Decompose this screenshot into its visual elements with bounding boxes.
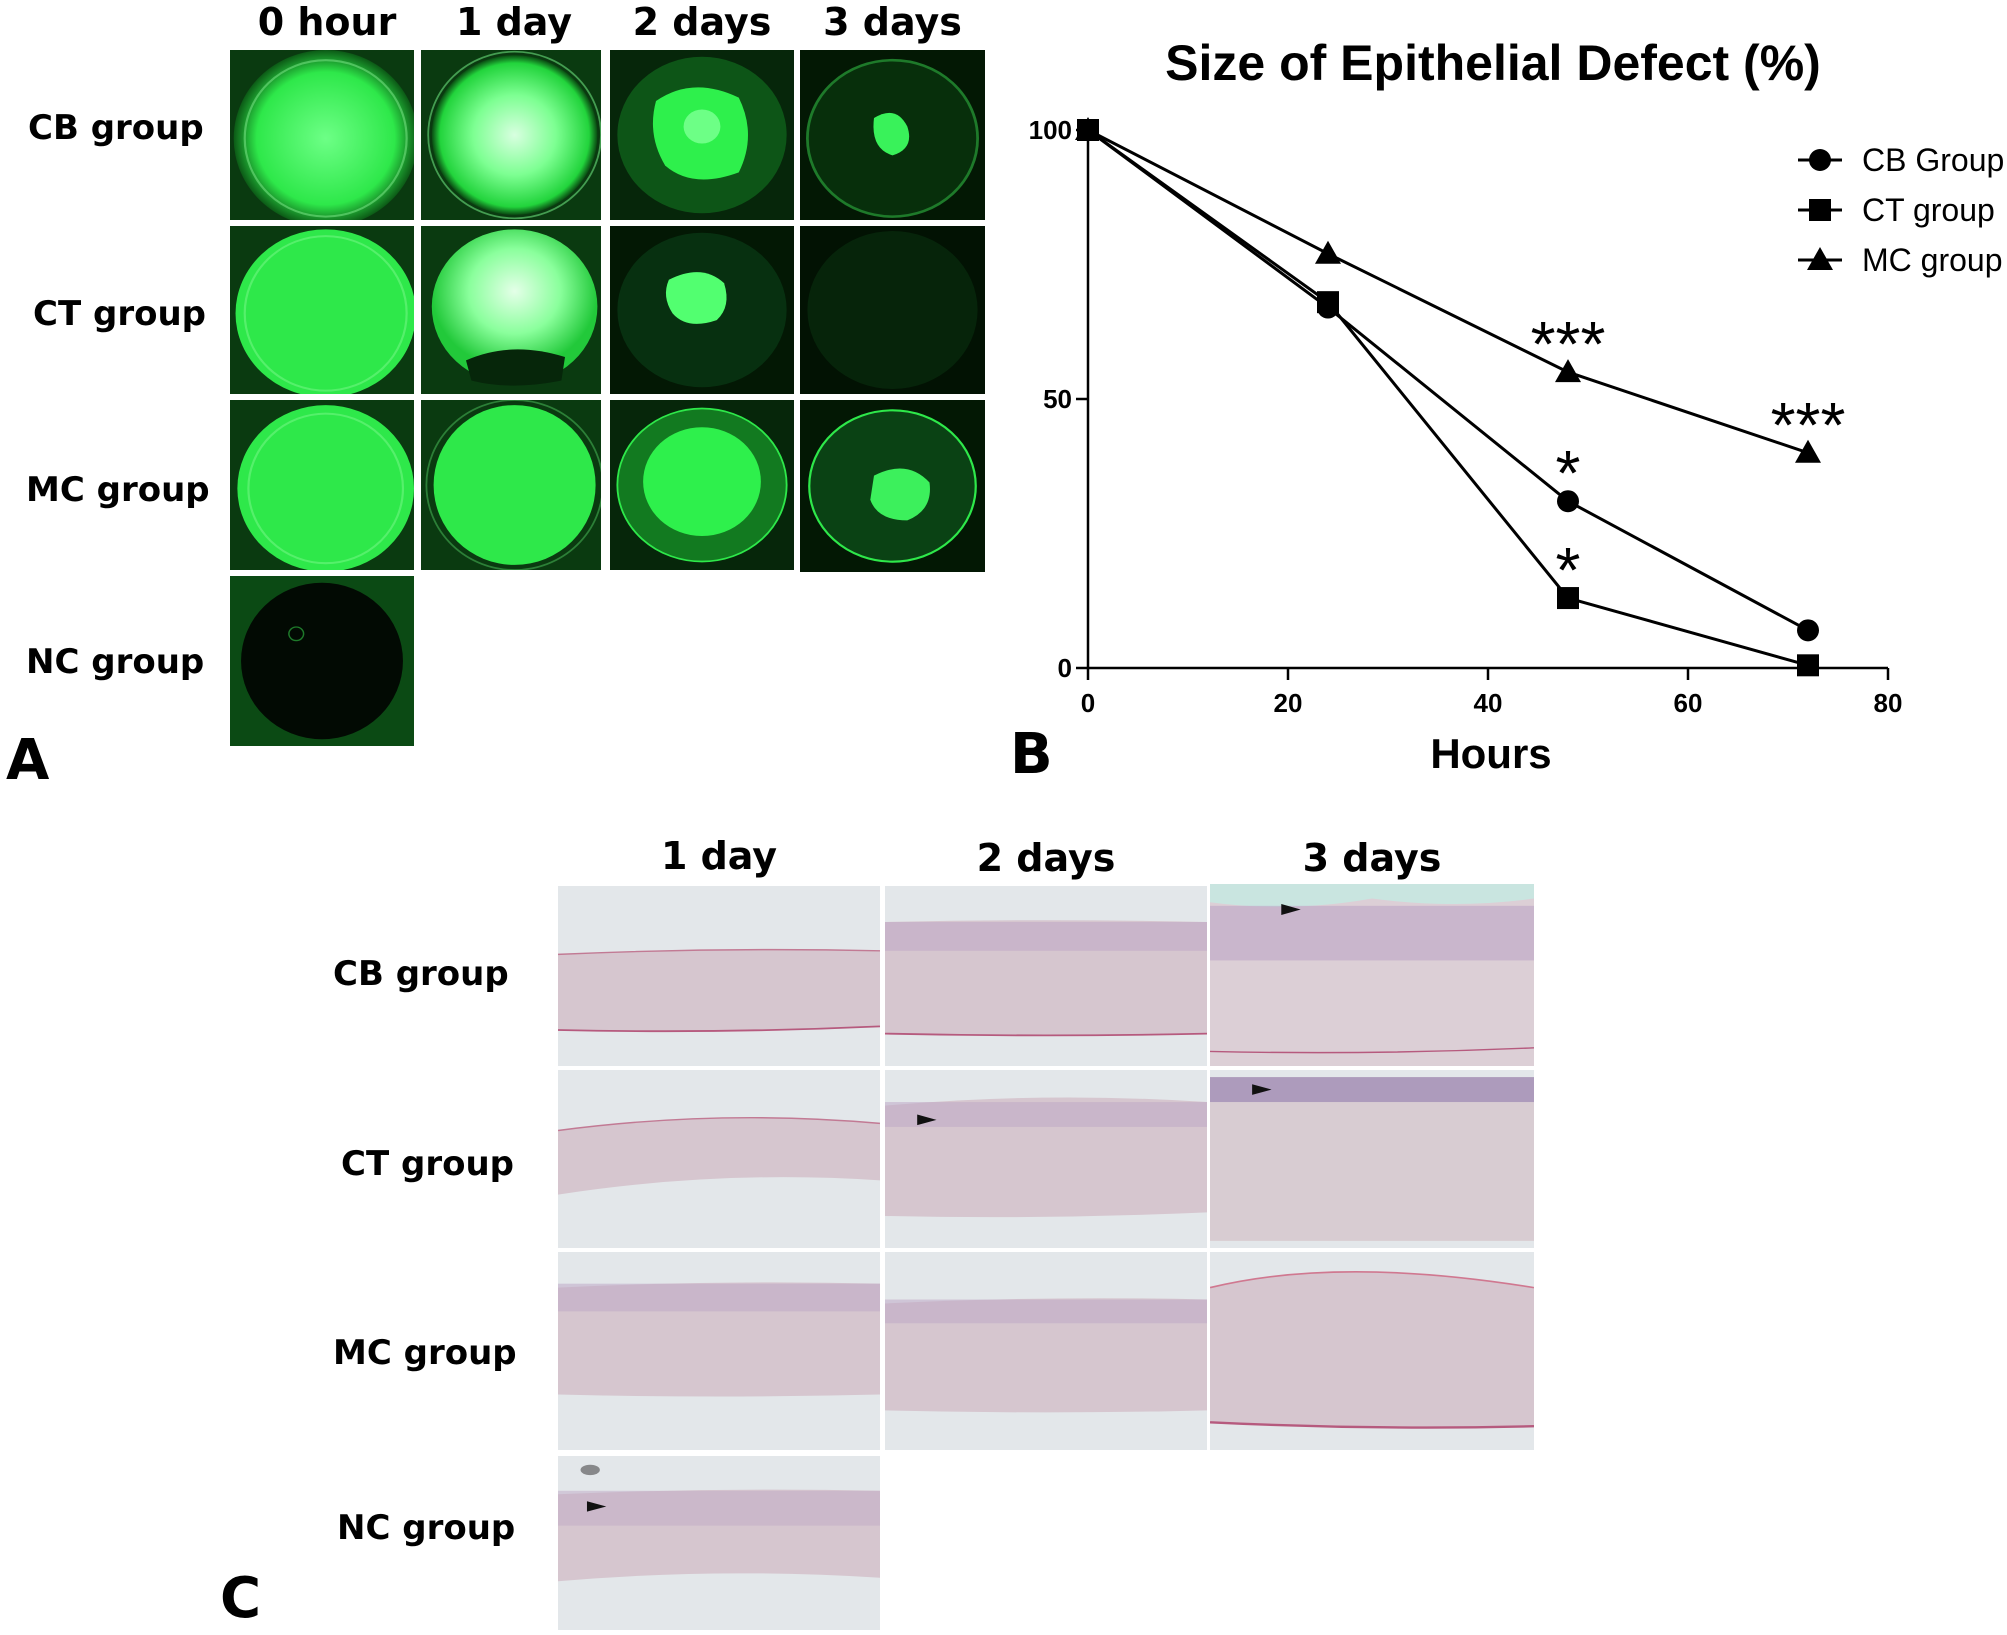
panel-c-row-label-2: MC group	[333, 1333, 517, 1373]
panel-a-col-label-1: 1 day	[455, 0, 573, 44]
histology-image-nc-1d	[558, 1456, 880, 1630]
y-tick-label: 100	[1029, 115, 1072, 145]
histology-image-ct-3d	[1210, 1070, 1534, 1248]
fluorescein-image-mc-2d	[610, 400, 794, 570]
series-line-0	[1087, 128, 1809, 632]
data-point	[1797, 654, 1819, 677]
data-point	[1557, 587, 1579, 610]
panel-a-row-label-0: CB group	[28, 108, 204, 148]
fluorescein-image-mc-0h	[230, 400, 414, 570]
x-tick-label: 80	[1874, 688, 1903, 718]
fluorescein-image-nc-0h	[230, 576, 414, 746]
x-tick-label: 40	[1474, 688, 1503, 718]
legend-label: CT group	[1862, 192, 1995, 228]
fluorescein-image-ct-3d	[800, 226, 985, 394]
x-tick-label: 20	[1274, 688, 1303, 718]
data-point	[1317, 291, 1339, 314]
data-point	[1797, 619, 1819, 642]
legend-marker	[1807, 247, 1833, 270]
legend-marker	[1809, 149, 1831, 171]
panel-c-row-label-3: NC group	[337, 1508, 516, 1548]
x-axis-label: Hours	[1430, 730, 1551, 777]
fluorescein-image-ct-2d	[610, 226, 794, 394]
panel-a-letter: A	[6, 728, 50, 793]
chart-title: Size of Epithelial Defect (%)	[1165, 35, 1821, 91]
significance-annotation: *	[1556, 534, 1581, 606]
series-line-2	[1087, 128, 1809, 455]
panel-c-row-label-1: CT group	[341, 1144, 514, 1184]
x-tick-label: 60	[1674, 688, 1703, 718]
panel-a-col-label-3: 3 days	[823, 0, 962, 44]
fluorescein-image-cb-2d	[610, 50, 794, 220]
histology-image-mc-2d	[885, 1252, 1207, 1450]
panel-c-col-label-0: 1 day	[660, 834, 778, 878]
panel-a-col-label-0: 0 hour	[257, 0, 397, 44]
legend-label: CB Group	[1862, 142, 2004, 178]
fluorescein-image-cb-3d	[800, 50, 985, 220]
fluorescein-image-cb-1d	[421, 50, 601, 220]
panel-c-col-label-1: 2 days	[976, 836, 1116, 880]
panel-a-row-label-3: NC group	[26, 642, 205, 682]
data-point	[1795, 439, 1821, 463]
histology-image-ct-1d	[558, 1070, 880, 1248]
fluorescein-image-ct-0h	[230, 226, 414, 394]
fluorescein-image-mc-3d	[800, 400, 985, 572]
significance-annotation: *	[1556, 437, 1581, 509]
significance-annotation: ***	[1531, 308, 1606, 380]
y-tick-label: 50	[1043, 384, 1072, 414]
data-point	[1075, 117, 1101, 140]
panel-c-letter: C	[220, 1566, 262, 1631]
data-point	[1557, 490, 1579, 513]
fluorescein-image-ct-1d	[421, 226, 601, 394]
data-point	[1315, 240, 1341, 264]
histology-image-cb-1d	[558, 886, 880, 1066]
panel-a-row-label-2: MC group	[26, 470, 210, 510]
significance-annotation: ***	[1771, 389, 1846, 461]
y-tick-label: 0	[1058, 653, 1072, 683]
panel-a-col-label-2: 2 days	[632, 0, 772, 44]
x-tick-label: 0	[1081, 688, 1095, 718]
panel-c-row-label-0: CB group	[333, 954, 509, 994]
panel-b-letter: B	[1010, 722, 1053, 787]
panel-c-col-label-2: 3 days	[1302, 836, 1442, 880]
histology-image-cb-3d	[1210, 884, 1534, 1066]
histology-image-mc-1d	[558, 1252, 880, 1450]
histology-image-cb-2d	[885, 886, 1207, 1066]
fluorescein-image-mc-1d	[421, 400, 601, 570]
histology-image-mc-3d	[1210, 1252, 1534, 1450]
legend-label: MC group	[1862, 242, 2003, 278]
data-point	[1555, 359, 1581, 383]
panel-a-row-label-1: CT group	[33, 294, 206, 334]
fluorescein-image-cb-0h	[230, 50, 414, 220]
series-line-1	[1087, 128, 1809, 667]
epithelial-defect-chart: Size of Epithelial Defect (%) 0 20 40 60 80 0…	[1029, 35, 2005, 777]
legend-marker	[1809, 199, 1831, 221]
histology-image-ct-2d	[885, 1070, 1207, 1248]
